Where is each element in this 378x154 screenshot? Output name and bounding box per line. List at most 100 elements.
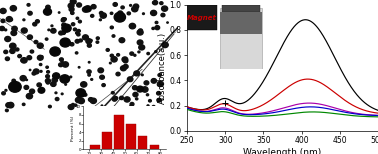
Circle shape [39, 63, 42, 66]
Circle shape [137, 40, 143, 45]
Circle shape [162, 42, 168, 48]
Circle shape [9, 18, 12, 21]
Circle shape [10, 6, 17, 11]
Circle shape [84, 6, 91, 12]
Circle shape [6, 103, 11, 107]
Circle shape [5, 29, 7, 31]
Circle shape [91, 5, 96, 9]
Circle shape [147, 105, 149, 107]
Circle shape [77, 3, 82, 7]
Circle shape [155, 26, 160, 30]
Circle shape [133, 86, 137, 90]
Circle shape [53, 54, 55, 56]
Circle shape [64, 18, 66, 20]
Circle shape [62, 31, 65, 34]
Bar [150, 145, 159, 149]
Circle shape [1, 19, 5, 22]
Circle shape [5, 57, 9, 61]
Circle shape [121, 20, 123, 21]
Circle shape [167, 22, 168, 23]
Circle shape [37, 55, 43, 60]
Bar [138, 136, 147, 149]
Circle shape [23, 19, 25, 21]
Circle shape [11, 30, 17, 35]
Y-axis label: Percent (%): Percent (%) [71, 115, 75, 140]
Circle shape [61, 93, 63, 95]
Circle shape [137, 30, 143, 35]
Bar [126, 124, 136, 149]
Circle shape [65, 84, 67, 85]
Circle shape [51, 25, 53, 27]
Circle shape [150, 10, 156, 16]
Circle shape [23, 77, 26, 79]
Circle shape [110, 12, 113, 14]
Y-axis label: Absorbance(a.u.): Absorbance(a.u.) [158, 32, 167, 104]
Circle shape [90, 40, 92, 41]
Circle shape [22, 103, 25, 105]
Circle shape [21, 28, 27, 33]
Circle shape [143, 13, 144, 14]
Circle shape [30, 50, 34, 53]
Circle shape [130, 5, 132, 6]
Circle shape [74, 104, 77, 106]
Circle shape [149, 99, 151, 102]
Circle shape [27, 35, 33, 39]
Circle shape [71, 12, 74, 14]
Circle shape [82, 93, 84, 94]
Text: Magnet: Magnet [187, 14, 217, 21]
Circle shape [99, 11, 103, 15]
Circle shape [112, 91, 114, 94]
Circle shape [8, 102, 14, 108]
Circle shape [141, 74, 143, 76]
Circle shape [157, 98, 161, 102]
Circle shape [27, 4, 30, 6]
Circle shape [133, 92, 138, 97]
Circle shape [45, 79, 50, 83]
Circle shape [72, 103, 74, 106]
Circle shape [38, 87, 45, 93]
Circle shape [78, 98, 84, 104]
Circle shape [78, 67, 80, 68]
Circle shape [99, 19, 101, 21]
Circle shape [55, 97, 59, 101]
Circle shape [121, 66, 126, 71]
Circle shape [9, 81, 21, 92]
Circle shape [58, 12, 60, 13]
Circle shape [0, 8, 6, 14]
Circle shape [62, 24, 71, 32]
Circle shape [20, 76, 26, 81]
Circle shape [62, 23, 66, 27]
Circle shape [69, 7, 74, 11]
Circle shape [110, 54, 113, 57]
Circle shape [138, 29, 143, 32]
Circle shape [37, 43, 43, 48]
Circle shape [130, 105, 133, 107]
Circle shape [88, 62, 90, 63]
Circle shape [88, 74, 90, 76]
Circle shape [152, 27, 154, 30]
Circle shape [147, 53, 149, 55]
Circle shape [24, 85, 29, 89]
Circle shape [0, 26, 5, 31]
Circle shape [29, 89, 35, 93]
Circle shape [158, 74, 161, 77]
Circle shape [77, 30, 81, 32]
Circle shape [50, 47, 60, 56]
Circle shape [117, 54, 119, 56]
Circle shape [134, 71, 139, 76]
Circle shape [116, 72, 120, 76]
Circle shape [40, 71, 42, 72]
Bar [220, 12, 262, 34]
Circle shape [51, 28, 56, 33]
Circle shape [88, 107, 90, 109]
Circle shape [118, 11, 123, 15]
Circle shape [96, 41, 99, 43]
Circle shape [45, 38, 48, 40]
Circle shape [43, 8, 51, 15]
Circle shape [144, 81, 149, 85]
Circle shape [110, 62, 111, 64]
Circle shape [114, 97, 118, 100]
Circle shape [142, 87, 148, 92]
Circle shape [76, 89, 85, 97]
Circle shape [90, 98, 96, 103]
